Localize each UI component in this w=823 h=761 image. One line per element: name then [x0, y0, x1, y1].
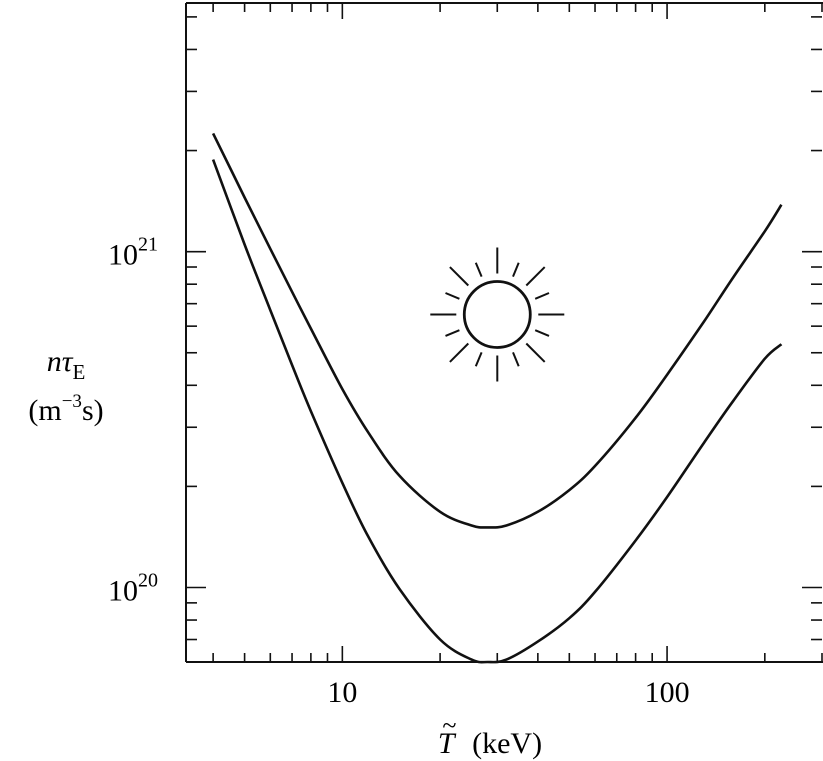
sun-ray — [512, 352, 520, 367]
x-axis-label: T (keV) — [438, 727, 542, 760]
sun-ray — [512, 262, 520, 277]
y-axis-label-line2: (m−3s) — [28, 391, 103, 427]
series-line-2 — [211, 159, 783, 664]
series-line-1 — [211, 132, 783, 529]
y-tick-exponent: 21 — [138, 234, 158, 256]
sun-icon — [430, 247, 565, 382]
y-axis-variable: nτ — [47, 345, 74, 378]
sun-ray — [525, 266, 546, 287]
sun-ray — [525, 342, 546, 363]
y-axis-label-line1: nτE — [47, 345, 86, 384]
sun-ray — [445, 329, 460, 337]
plot-frame — [185, 2, 823, 663]
sun-ray — [449, 266, 470, 287]
y-axis-unit-exponent: −3 — [62, 391, 82, 412]
sun-ray — [534, 329, 550, 337]
sun-disc — [462, 280, 532, 349]
y-tick-base: 10 — [108, 239, 138, 272]
sun-ray — [474, 262, 483, 277]
series-curves — [211, 132, 783, 664]
x-tick-label: 100 — [645, 676, 690, 709]
sun-ray — [445, 292, 460, 300]
y-axis-unit-prefix: (m — [28, 394, 61, 427]
sun-ray — [474, 352, 483, 367]
x-tick-label: 10 — [327, 676, 357, 709]
sun-ray — [534, 292, 550, 300]
y-tick-exponent: 20 — [138, 569, 158, 591]
y-tick-label: 1020 — [108, 569, 158, 607]
y-axis-unit-suffix: s) — [82, 394, 104, 427]
x-axis-symbol: T — [438, 727, 457, 760]
x-axis-symbol-accent: ~ — [442, 711, 456, 740]
sun-ray — [449, 342, 470, 363]
y-tick-label: 1021 — [108, 234, 158, 272]
y-axis-subscript: E — [72, 360, 85, 384]
y-tick-base: 10 — [108, 574, 138, 607]
axis-ticks — [186, 3, 823, 663]
x-axis-unit: (keV) — [472, 727, 542, 760]
